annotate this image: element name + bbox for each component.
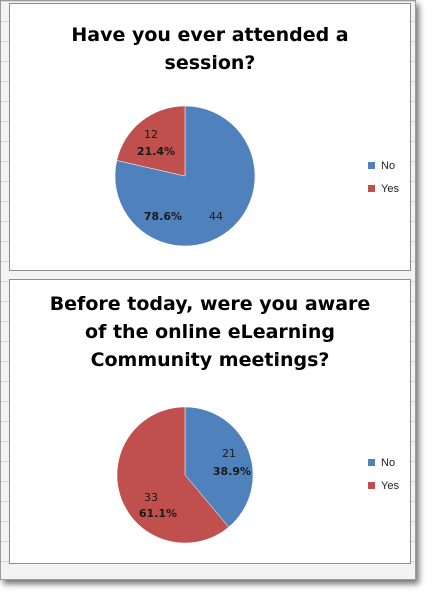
chart-title-line-1: Before today, were you aware <box>49 293 371 315</box>
legend-label-yes: Yes <box>381 182 399 195</box>
pie-slice-yes[interactable] <box>116 406 230 544</box>
worksheet-background: Have you ever attended a session? 78.6% 4… <box>0 0 416 580</box>
data-label-percent-yes: 61.1% <box>139 507 177 520</box>
chart-attended-session[interactable]: Have you ever attended a session? 78.6% 4… <box>9 3 411 271</box>
data-label-percent-yes: 21.4% <box>137 145 175 158</box>
legend-item-no: No <box>368 451 399 474</box>
legend-swatch-yes <box>368 185 375 192</box>
data-label-count-no: 44 <box>209 210 223 223</box>
chart-title: Have you ever attended a session? <box>10 21 410 77</box>
legend-item-yes: Yes <box>368 177 399 200</box>
pie-slice-no[interactable] <box>184 406 254 528</box>
legend-label-no: No <box>381 159 396 172</box>
chart-aware-of-meetings[interactable]: Before today, were you aware of the onli… <box>9 279 411 564</box>
legend-item-yes: Yes <box>368 474 399 497</box>
legend-swatch-no <box>368 162 375 169</box>
chart-title: Before today, were you aware of the onli… <box>10 290 410 374</box>
chart-title-line-2: of the online eLearning <box>85 321 335 343</box>
chart-title-line-1: Have you ever attended a <box>71 24 349 46</box>
data-label-percent-no: 38.9% <box>213 465 251 478</box>
data-label-count-yes: 12 <box>144 128 158 141</box>
data-label-count-no: 21 <box>222 447 236 460</box>
legend-item-no: No <box>368 154 399 177</box>
data-label-count-yes: 33 <box>144 491 158 504</box>
data-label-percent-no: 78.6% <box>144 210 182 223</box>
chart-legend: No Yes <box>368 154 399 200</box>
legend-label-yes: Yes <box>381 479 399 492</box>
legend-swatch-yes <box>368 482 375 489</box>
pie-slice-yes[interactable] <box>116 105 186 177</box>
chart-legend: No Yes <box>368 451 399 497</box>
chart-title-line-3: Community meetings? <box>90 349 330 371</box>
legend-swatch-no <box>368 459 375 466</box>
legend-label-no: No <box>381 456 396 469</box>
pie-plot-area: 78.6% 44 21.4% 12 <box>114 105 256 247</box>
pie-plot-area: 38.9% 21 61.1% 33 <box>116 406 254 544</box>
chart-title-line-2: session? <box>164 52 256 74</box>
